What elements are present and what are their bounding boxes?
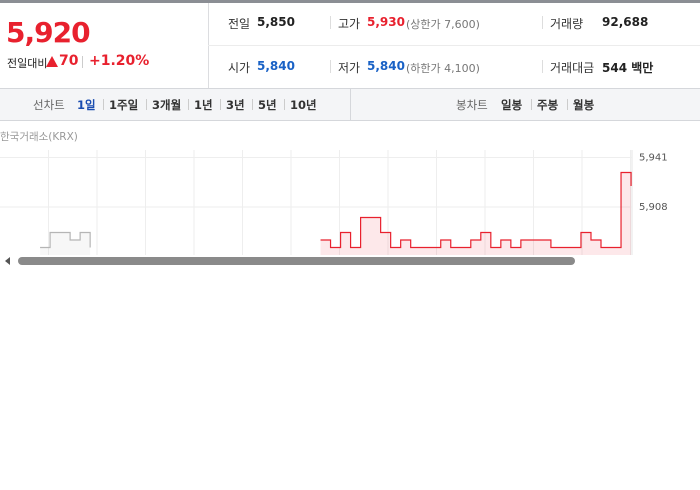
up-icon <box>46 56 58 67</box>
range-tab[interactable]: 1일 <box>77 98 96 112</box>
scroll-arrow[interactable] <box>5 257 10 265</box>
stat-label: 저가 <box>338 61 361 75</box>
stat-label: 시가 <box>228 61 251 75</box>
price-line <box>320 171 632 249</box>
range-tab[interactable]: 1년 <box>194 98 213 112</box>
divider <box>531 99 532 110</box>
tab-label: 선차트 <box>33 98 65 112</box>
change-rate: +1.20% <box>89 53 150 69</box>
divider <box>146 99 147 110</box>
stat-label: 고가 <box>338 17 361 31</box>
grid <box>0 150 633 255</box>
divider <box>103 99 104 110</box>
divider <box>188 99 189 110</box>
divider <box>220 99 221 110</box>
stat-value: 5,850 <box>257 15 295 29</box>
stat-value: 5,930 <box>367 15 405 29</box>
tab-label: 봉차트 <box>456 98 488 112</box>
stat-note: (상한가 7,600) <box>406 18 480 31</box>
stat-value: 5,840 <box>367 59 405 73</box>
range-tab[interactable]: 5년 <box>258 98 277 112</box>
stat-label: 거래대금 <box>550 61 595 75</box>
range-tab[interactable]: 10년 <box>290 98 317 112</box>
y-tick-label: 5,908 <box>639 202 668 213</box>
change-label: 전일대비 <box>7 57 48 70</box>
divider <box>567 99 568 110</box>
divider <box>330 60 331 73</box>
divider <box>208 45 700 46</box>
chart-subtitle: 한국거래소(KRX) <box>0 131 78 143</box>
scroll-thumb[interactable] <box>18 257 575 265</box>
divider <box>542 60 543 73</box>
candle-tab[interactable]: 주봉 <box>537 98 559 112</box>
top-border <box>0 0 700 3</box>
area-fill <box>40 232 111 255</box>
plot <box>40 171 632 255</box>
area-fill <box>320 172 632 255</box>
price: 5,920 <box>6 16 91 49</box>
change: 70 <box>59 53 79 69</box>
stat-value: 92,688 <box>602 15 649 29</box>
stat-label: 전일 <box>228 17 251 31</box>
chart: 한국거래소(KRX) 5,941 5,908 <box>0 131 700 270</box>
stat-label: 거래량 <box>550 17 584 31</box>
divider <box>252 99 253 110</box>
candle-tab[interactable]: 일봉 <box>501 98 523 112</box>
divider <box>82 56 83 68</box>
range-tab[interactable]: 1주일 <box>109 98 139 112</box>
range-tab[interactable]: 3개월 <box>152 98 182 112</box>
stat-note: (하한가 4,100) <box>406 62 480 75</box>
divider <box>330 16 331 29</box>
divider <box>542 16 543 29</box>
stat-value: 5,840 <box>257 59 295 73</box>
stat-value: 544 백만 <box>602 61 654 75</box>
range-tab[interactable]: 3년 <box>226 98 245 112</box>
divider <box>284 99 285 110</box>
divider <box>350 89 351 120</box>
candle-tab[interactable]: 월봉 <box>573 98 595 112</box>
y-tick-label: 5,941 <box>639 153 668 164</box>
